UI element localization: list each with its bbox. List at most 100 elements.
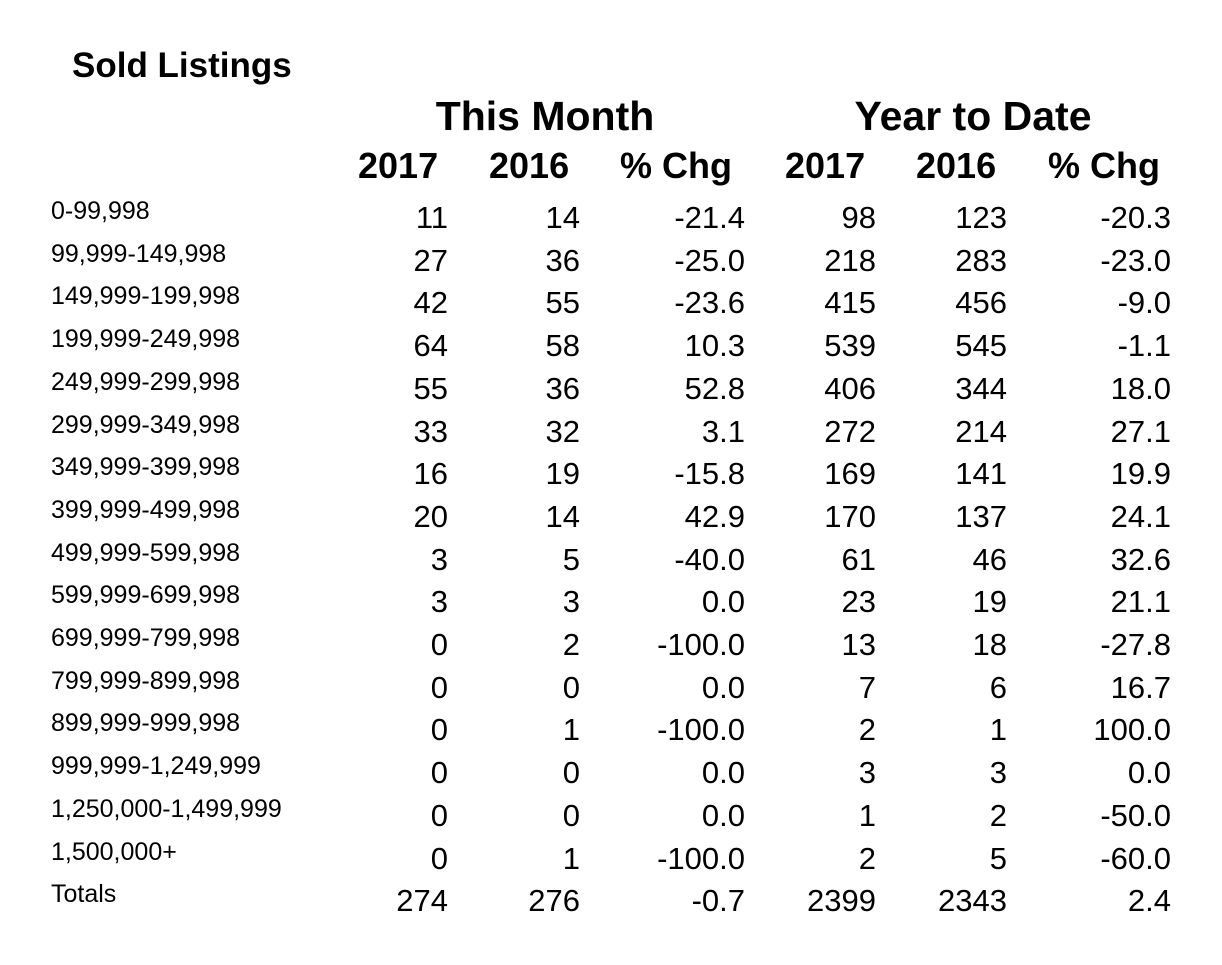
cell-ytd-pct-chg: -1.1	[1117, 328, 1171, 363]
cell-month-pct-chg: -0.7	[691, 883, 745, 918]
table-row: 149,999-199,998 42 55 -23.6 415 456 -9.0	[0, 281, 1222, 323]
table-row: 299,999-349,998 33 32 3.1 272 214 27.1	[0, 410, 1222, 452]
page-title: Sold Listings	[72, 46, 292, 85]
table-row: 399,999-499,998 20 14 42.9 170 137 24.1	[0, 495, 1222, 537]
cell-ytd-2016: 18	[972, 627, 1007, 662]
cell-month-2016: 14	[545, 200, 580, 235]
cell-ytd-2016: 1	[989, 712, 1007, 747]
price-range-label: 149,999-199,998	[51, 282, 241, 310]
table-row: 999,999-1,249,999 0 0 0.0 3 3 0.0	[0, 751, 1222, 793]
cell-ytd-pct-chg: 21.1	[1110, 584, 1171, 619]
cell-ytd-2017: 61	[841, 542, 876, 577]
cell-month-pct-chg: -23.6	[674, 285, 745, 320]
cell-ytd-2016: 123	[955, 200, 1007, 235]
table-row: 0-99,998 11 14 -21.4 98 123 -20.3	[0, 196, 1222, 238]
cell-ytd-2016: 214	[955, 414, 1007, 449]
cell-month-pct-chg: -100.0	[657, 627, 745, 662]
cell-month-2017: 27	[413, 243, 448, 278]
cell-ytd-2016: 141	[955, 456, 1007, 491]
cell-month-2016: 276	[528, 883, 580, 918]
cell-month-2017: 0	[430, 712, 448, 747]
cell-ytd-2016: 137	[955, 499, 1007, 534]
cell-month-2016: 36	[545, 243, 580, 278]
cell-ytd-2017: 3	[858, 755, 876, 790]
col-header-month-pct-chg: % Chg	[620, 145, 732, 186]
cell-ytd-pct-chg: 24.1	[1110, 499, 1171, 534]
cell-month-2016: 3	[562, 584, 580, 619]
cell-month-pct-chg: -25.0	[674, 243, 745, 278]
cell-ytd-pct-chg: 2.4	[1127, 883, 1171, 918]
cell-month-2017: 11	[415, 200, 448, 235]
cell-ytd-2017: 169	[824, 456, 876, 491]
price-range-label: 1,250,000-1,499,999	[51, 795, 282, 823]
cell-month-2017: 64	[413, 328, 448, 363]
cell-ytd-2017: 272	[824, 414, 876, 449]
price-range-label: Totals	[51, 880, 117, 908]
cell-month-pct-chg: -15.8	[674, 456, 745, 491]
cell-month-2016: 5	[562, 542, 580, 577]
table-row: 499,999-599,998 3 5 -40.0 61 46 32.6	[0, 538, 1222, 580]
price-range-label: 1,500,000+	[51, 838, 177, 866]
cell-month-2016: 32	[545, 414, 580, 449]
cell-month-2017: 33	[413, 414, 448, 449]
price-range-label: 99,999-149,998	[51, 240, 227, 268]
cell-ytd-pct-chg: -60.0	[1100, 841, 1171, 876]
cell-ytd-2016: 19	[972, 584, 1007, 619]
cell-month-pct-chg: 0.0	[701, 755, 745, 790]
cell-ytd-pct-chg: -23.0	[1100, 243, 1171, 278]
cell-month-2016: 55	[545, 285, 580, 320]
cell-month-pct-chg: 42.9	[684, 499, 745, 534]
price-range-label: 399,999-499,998	[51, 496, 241, 524]
table-row: 249,999-299,998 55 36 52.8 406 344 18.0	[0, 367, 1222, 409]
price-range-label: 249,999-299,998	[51, 368, 241, 396]
price-range-label: 599,999-699,998	[51, 581, 241, 609]
cell-month-2016: 1	[562, 841, 580, 876]
price-range-label: 699,999-799,998	[51, 624, 241, 652]
cell-month-pct-chg: -100.0	[657, 841, 745, 876]
cell-ytd-2017: 218	[824, 243, 876, 278]
price-range-label: 799,999-899,998	[51, 667, 241, 695]
cell-month-2016: 19	[545, 456, 580, 491]
price-range-label: 299,999-349,998	[51, 411, 241, 439]
price-range-label: 499,999-599,998	[51, 539, 241, 567]
cell-ytd-pct-chg: 32.6	[1110, 542, 1171, 577]
col-header-ytd-2017: 2017	[785, 145, 866, 186]
cell-ytd-pct-chg: 19.9	[1110, 456, 1171, 491]
price-range-label: 199,999-249,998	[51, 325, 241, 353]
col-header-month-2017: 2017	[358, 145, 439, 186]
cell-ytd-2017: 170	[824, 499, 876, 534]
cell-ytd-pct-chg: 18.0	[1110, 371, 1171, 406]
cell-month-2017: 3	[430, 584, 448, 619]
cell-month-2016: 58	[545, 328, 580, 363]
cell-month-pct-chg: -21.4	[674, 200, 745, 235]
table-row: 1,500,000+ 0 1 -100.0 2 5 -60.0	[0, 837, 1222, 879]
cell-month-pct-chg: 3.1	[701, 414, 745, 449]
table-row: 599,999-699,998 3 3 0.0 23 19 21.1	[0, 580, 1222, 622]
cell-month-pct-chg: -100.0	[657, 712, 745, 747]
cell-ytd-2017: 415	[824, 285, 876, 320]
cell-ytd-2017: 7	[858, 670, 876, 705]
cell-ytd-2017: 1	[858, 798, 876, 833]
cell-ytd-pct-chg: 27.1	[1110, 414, 1171, 449]
table-row: 799,999-899,998 0 0 0.0 7 6 16.7	[0, 666, 1222, 708]
cell-ytd-pct-chg: -27.8	[1100, 627, 1171, 662]
cell-ytd-2016: 2343	[938, 883, 1007, 918]
cell-month-2017: 0	[430, 670, 448, 705]
cell-ytd-pct-chg: -20.3	[1100, 200, 1171, 235]
cell-ytd-2016: 46	[972, 542, 1007, 577]
cell-month-2017: 0	[430, 627, 448, 662]
group-header-year-to-date: Year to Date	[854, 93, 1092, 139]
cell-ytd-pct-chg: 0.0	[1127, 755, 1171, 790]
cell-month-2016: 36	[545, 371, 580, 406]
table-row: 349,999-399,998 16 19 -15.8 169 141 19.9	[0, 452, 1222, 494]
cell-ytd-2016: 344	[955, 371, 1007, 406]
cell-ytd-2016: 456	[955, 285, 1007, 320]
cell-ytd-2016: 3	[989, 755, 1007, 790]
price-range-label: 349,999-399,998	[51, 453, 241, 481]
table-row: 199,999-249,998 64 58 10.3 539 545 -1.1	[0, 324, 1222, 366]
price-range-label: 0-99,998	[51, 197, 150, 225]
cell-month-pct-chg: 0.0	[701, 584, 745, 619]
cell-ytd-2016: 545	[955, 328, 1007, 363]
table-row: 1,250,000-1,499,999 0 0 0.0 1 2 -50.0	[0, 794, 1222, 836]
cell-ytd-pct-chg: -50.0	[1100, 798, 1171, 833]
